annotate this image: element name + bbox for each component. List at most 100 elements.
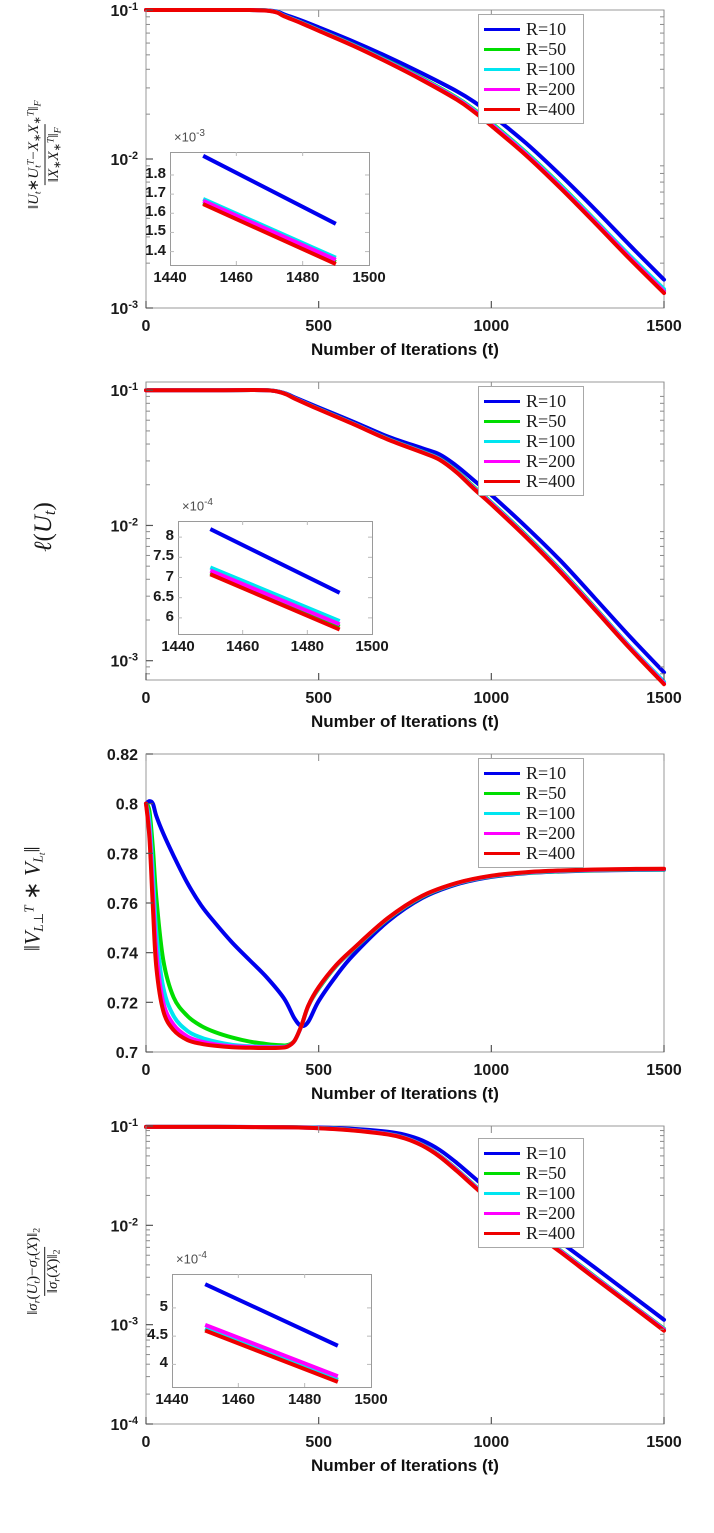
axis-tick-label: 0.72 (107, 995, 138, 1012)
legend-line-swatch (484, 107, 520, 111)
legend-label: R=10 (526, 391, 567, 411)
panel-3-ylabel: ‖VL⊥T ∗ VLt‖ (19, 846, 47, 952)
axis-tick-label: 10-1 (111, 1117, 138, 1136)
panel-1-yticks: 10-3 10-2 10-1 (111, 1, 664, 318)
inset-xtick-label: 1500 (355, 638, 389, 655)
legend-row: R=200 (484, 1203, 575, 1223)
legend-line-swatch (484, 1211, 520, 1215)
inset-xtick-label: 1480 (285, 269, 320, 286)
inset-ytick-label: 4.5 (147, 1326, 168, 1344)
legend-row: R=400 (484, 1223, 575, 1243)
legend-label: R=50 (526, 411, 567, 431)
legend-row: R=400 (484, 471, 575, 491)
legend-label: R=200 (526, 823, 576, 843)
legend-row: R=100 (484, 59, 575, 79)
panel-3-legend: R=10 R=50 R=100 R=200 R=400 (478, 758, 585, 868)
axis-tick-label: 0.82 (107, 747, 138, 764)
legend-row: R=50 (484, 783, 575, 803)
legend-line-swatch (484, 851, 520, 855)
panel-2-xlabel: Number of Iterations (t) (311, 712, 499, 731)
inset-series-line-r400 (209, 572, 341, 632)
panel-1-xlabel: Number of Iterations (t) (311, 340, 499, 359)
legend-label: R=200 (526, 79, 576, 99)
legend-line-swatch (484, 479, 520, 483)
panel-2-inset-multiplier: ×10-4 (182, 497, 213, 514)
legend-label: R=10 (526, 763, 567, 783)
legend-label: R=200 (526, 1203, 576, 1223)
series-line-r400 (144, 801, 666, 1051)
inset-series-line-r10 (209, 527, 341, 595)
legend-label: R=10 (526, 1143, 567, 1163)
inset-ytick-label: 1.6 (145, 203, 166, 221)
legend-row: R=50 (484, 1163, 575, 1183)
inset-xtick-label: 1460 (219, 269, 254, 286)
panel-2-inset (178, 521, 373, 646)
axis-tick-label: 0 (142, 1434, 151, 1451)
legend-row: R=100 (484, 803, 575, 823)
legend-line-swatch (484, 459, 520, 463)
panel-4-inset-multiplier: ×10-4 (176, 1250, 207, 1267)
legend-label: R=400 (526, 471, 576, 491)
legend-row: R=50 (484, 39, 575, 59)
axis-tick-label: 1500 (646, 1062, 682, 1079)
axis-tick-label: 0 (142, 690, 151, 707)
legend-label: R=50 (526, 39, 567, 59)
axis-tick-label: 10-4 (111, 1415, 138, 1434)
inset-ytick-label: 7 (165, 567, 174, 585)
panel-3-plot: 0.7 0.72 0.74 0.76 0.78 0.8 0.82 0 500 1000 1500 … (64, 744, 700, 1109)
inset-series-line-r100 (204, 1326, 339, 1382)
legend-label: R=100 (526, 1183, 576, 1203)
inset-series-line-r200 (202, 199, 337, 262)
panel-2-ylabel: ℓ(Ut) (29, 502, 60, 552)
legend-line-swatch (484, 811, 520, 815)
axis-tick-label: 0.78 (107, 846, 138, 863)
axis-tick-label: 0 (142, 318, 151, 335)
panel-1-ylabel: ‖Ut∗UtT−X∗X∗T‖F ‖X∗X∗T‖F (25, 100, 64, 210)
legend-label: R=50 (526, 783, 567, 803)
inset-ytick-label: 1.4 (145, 241, 166, 259)
legend-line-swatch (484, 831, 520, 835)
axis-tick-label: 1500 (646, 318, 682, 335)
axis-tick-label: 0 (142, 1062, 151, 1079)
panel-2: ℓ(Ut) 10-3 10-2 10-1 0 500 1000 1500 Number o… (0, 372, 714, 737)
axis-tick-label: 0.7 (116, 1045, 138, 1062)
axis-tick-label: 500 (305, 1062, 332, 1079)
panel-1-inset-multiplier: ×10-3 (174, 128, 205, 145)
inset-ytick-label: 6.5 (153, 587, 174, 605)
legend-line-swatch (484, 1171, 520, 1175)
legend-row: R=200 (484, 823, 575, 843)
legend-label: R=50 (526, 1163, 567, 1183)
legend-row: R=400 (484, 99, 575, 119)
panel-3-xlabel: Number of Iterations (t) (311, 1084, 499, 1103)
legend-row: R=100 (484, 431, 575, 451)
legend-line-swatch (484, 1151, 520, 1155)
legend-line-swatch (484, 1231, 520, 1235)
legend-label: R=100 (526, 59, 576, 79)
inset-xtick-label: 1440 (161, 638, 195, 655)
legend-label: R=400 (526, 843, 576, 863)
legend-line-swatch (484, 47, 520, 51)
panel-4-ylabel: ‖σr(Ut)−σr(X)‖2 ‖σr(X)‖2 (25, 1227, 64, 1315)
axis-tick-label: 0.76 (107, 896, 138, 913)
series-line-r400 (144, 7, 666, 296)
inset-xtick-label: 1500 (352, 269, 386, 286)
legend-row: R=10 (484, 391, 575, 411)
axis-tick-label: 10-2 (111, 150, 138, 169)
axis-tick-label: 10-1 (111, 1, 138, 20)
legend-line-swatch (484, 791, 520, 795)
axis-tick-label: 0.74 (107, 946, 138, 963)
inset-ytick-label: 4 (159, 1354, 168, 1372)
panel-1: ‖Ut∗UtT−X∗X∗T‖F ‖X∗X∗T‖F 10-3 10-2 10-1 0 5… (0, 0, 714, 365)
inset-xtick-label: 1460 (221, 1391, 256, 1408)
inset-xtick-label: 1440 (153, 269, 187, 286)
inset-xtick-label: 1460 (225, 638, 260, 655)
inset-series-line-r200 (204, 1322, 339, 1379)
panel-1-legend: R=10 R=50 R=100 R=200 R=400 (478, 14, 585, 124)
inset-series-line-r400 (202, 202, 337, 266)
inset-series-line-r400 (204, 1328, 339, 1384)
axis-tick-label: 500 (305, 690, 332, 707)
inset-ytick-label: 1.8 (145, 164, 166, 182)
panel-4-inset-box (172, 1274, 372, 1399)
axis-tick-label: 1000 (474, 1062, 510, 1079)
